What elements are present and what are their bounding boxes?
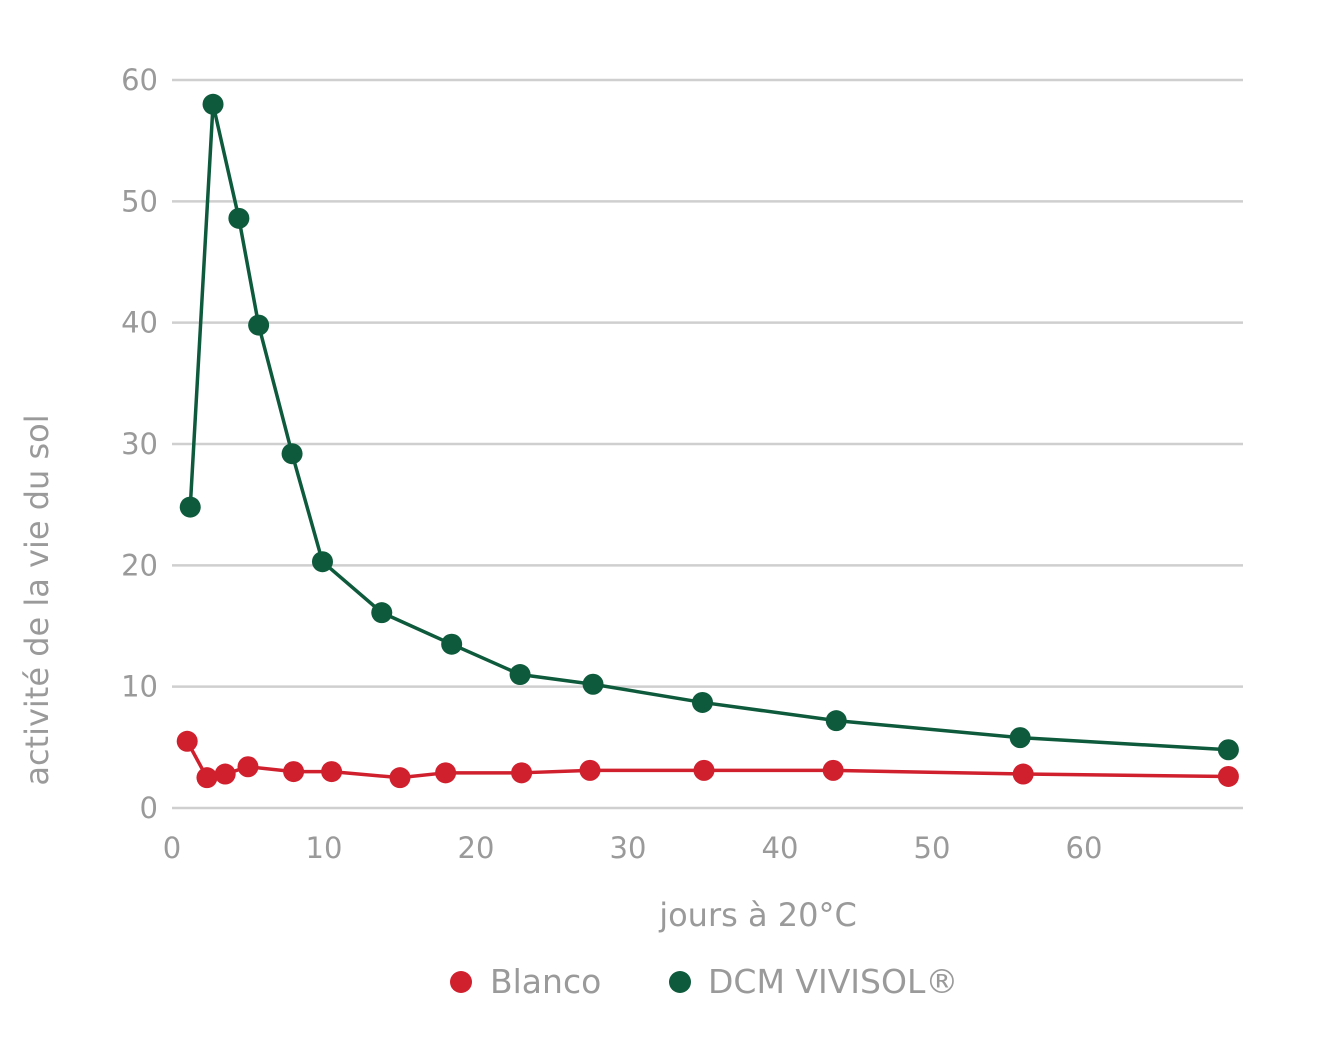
x-tick-label: 30 (610, 831, 647, 865)
y-tick-label: 60 (121, 63, 158, 97)
legend-marker-blanco (450, 971, 472, 993)
data-point-dcm-vivisol (311, 551, 333, 573)
y-tick-label: 10 (121, 670, 158, 704)
data-point-blanco (435, 762, 457, 784)
data-point-blanco (283, 761, 305, 783)
data-point-blanco (693, 759, 715, 781)
data-point-dcm-vivisol (441, 633, 463, 655)
legend-label-blanco: Blanco (490, 962, 601, 1001)
data-point-dcm-vivisol (1217, 739, 1239, 761)
data-point-blanco (1012, 763, 1034, 785)
data-point-dcm-vivisol (825, 710, 847, 732)
data-point-dcm-vivisol (691, 691, 713, 713)
data-point-blanco (579, 759, 601, 781)
data-point-dcm-vivisol (228, 207, 250, 229)
data-point-blanco (389, 767, 411, 789)
series-line-dcm-vivisol (188, 102, 1229, 752)
data-point-dcm-vivisol (281, 443, 303, 465)
x-axis-ticks: 0 10 20 30 40 50 60 (163, 831, 1103, 865)
data-point-dcm-vivisol (1009, 727, 1031, 749)
data-point-dcm-vivisol (248, 314, 270, 336)
x-tick-label: 60 (1066, 831, 1103, 865)
legend-marker-dcm-vivisol (669, 971, 691, 993)
y-tick-label: 50 (121, 184, 158, 218)
x-tick-label: 10 (306, 831, 343, 865)
data-point-blanco (237, 756, 259, 778)
x-axis-label: jours à 20°C (658, 896, 857, 934)
data-point-blanco (511, 762, 533, 784)
data-point-dcm-vivisol (509, 664, 531, 686)
data-point-dcm-vivisol (202, 93, 224, 115)
legend-label-dcm-vivisol: DCM VIVISOL® (708, 962, 958, 1001)
data-point-blanco (1217, 765, 1239, 787)
data-point-blanco (196, 767, 218, 789)
data-point-blanco (214, 763, 236, 785)
legend: Blanco DCM VIVISOL® (450, 962, 958, 1001)
series-blanco (176, 730, 1239, 789)
x-tick-label: 20 (458, 831, 495, 865)
y-axis-label: activité de la vie du sol (18, 414, 56, 785)
x-tick-label: 0 (163, 831, 181, 865)
x-tick-label: 50 (914, 831, 951, 865)
y-axis-ticks: 0 10 20 30 40 50 60 (121, 63, 158, 825)
data-point-dcm-vivisol (582, 673, 604, 695)
y-tick-label: 30 (121, 427, 158, 461)
y-tick-label: 40 (121, 306, 158, 340)
y-tick-label: 20 (121, 548, 158, 582)
y-tick-label: 0 (140, 791, 158, 825)
data-point-blanco (176, 730, 198, 752)
data-point-blanco (321, 761, 343, 783)
data-point-blanco (822, 759, 844, 781)
series-dcm-vivisol (179, 93, 1239, 761)
data-point-dcm-vivisol (371, 602, 393, 624)
series-layer (176, 93, 1239, 789)
data-point-dcm-vivisol (179, 496, 201, 518)
x-tick-label: 40 (762, 831, 799, 865)
gridlines (172, 78, 1243, 810)
